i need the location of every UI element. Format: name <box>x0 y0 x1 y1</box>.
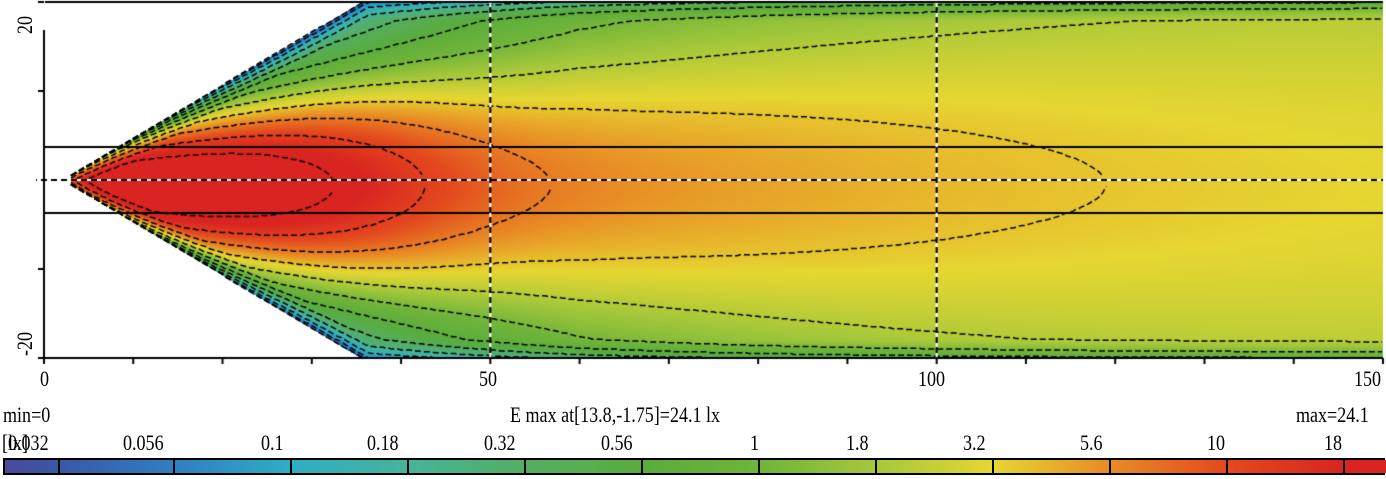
colorbar-level-label: 0.1 <box>260 430 284 455</box>
colorbar-legend <box>3 458 1386 475</box>
colorbar-segment <box>1111 460 1228 473</box>
x-tick-label-100: 100 <box>918 366 946 391</box>
colorbar-level-label: 1 <box>749 430 759 455</box>
y-tick-label-minus-20: -20 <box>12 331 37 356</box>
max-value-label: max=24.1 <box>1296 402 1369 427</box>
colorbar-segment <box>760 460 877 473</box>
colorbar-level-label: 0.032 <box>7 430 49 455</box>
colorbar-unit-label: [lx] <box>2 430 29 455</box>
colorbar-level-label: 0.32 <box>484 430 516 455</box>
colorbar-segment <box>1228 460 1345 473</box>
colorbar-segment <box>409 460 526 473</box>
colorbar-segment <box>292 460 409 473</box>
x-tick-label-50: 50 <box>479 366 498 391</box>
colorbar-segment <box>5 460 60 473</box>
colorbar-segment <box>994 460 1111 473</box>
illuminance-heatmap <box>0 0 1386 400</box>
colorbar-level-label: 3.2 <box>962 430 986 455</box>
x-tick-label-0: 0 <box>40 366 50 391</box>
colorbar-level-label: 18 <box>1324 430 1343 455</box>
colorbar-level-label: 0.056 <box>122 430 164 455</box>
x-tick-label-150: 150 <box>1354 366 1382 391</box>
colorbar-segment <box>877 460 994 473</box>
colorbar-segment <box>1345 460 1386 473</box>
colorbar-level-label: 0.56 <box>601 430 633 455</box>
colorbar-segment <box>526 460 643 473</box>
min-value-label: min=0 <box>3 402 51 427</box>
chart-title: E max at[13.8,-1.75]=24.1 lx <box>510 402 721 427</box>
colorbar-level-label: 1.8 <box>845 430 869 455</box>
colorbar-segment <box>643 460 760 473</box>
colorbar-level-label: 5.6 <box>1079 430 1103 455</box>
colorbar-level-label: 10 <box>1207 430 1226 455</box>
colorbar-level-label: 0.18 <box>367 430 399 455</box>
y-tick-label-20: 20 <box>12 15 37 35</box>
colorbar-segment <box>175 460 292 473</box>
colorbar-segment <box>60 460 175 473</box>
